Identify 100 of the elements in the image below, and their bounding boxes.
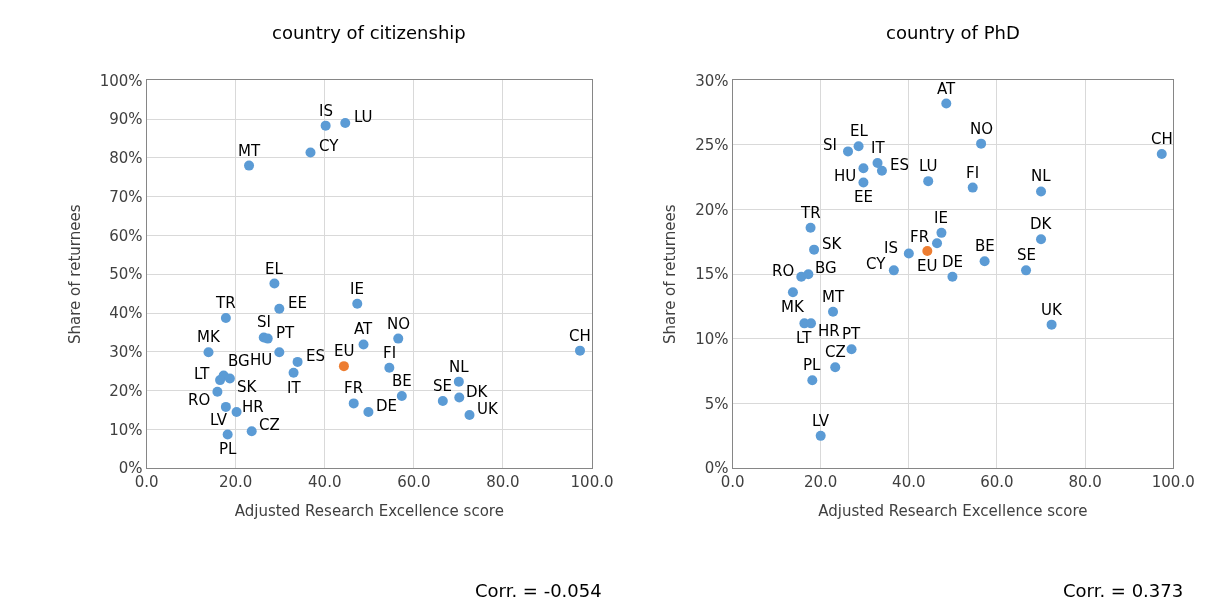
annotation: CH [1151,130,1173,148]
annotation: FR [910,228,930,246]
point [274,347,285,358]
point [338,361,349,372]
point [384,362,395,373]
point [224,373,235,384]
annotation: RO [772,262,795,280]
annotation: MT [822,288,845,306]
annotation: PT [276,324,296,342]
x-tick-label: 80.0 [1068,473,1102,492]
x-tick-label: 20.0 [218,473,253,492]
point [830,362,841,373]
annotation: CY [866,255,887,273]
point [923,176,934,187]
y-tick-label: 25% [695,136,729,155]
annotation: IT [287,379,302,397]
point [979,256,990,267]
annotation: HR [818,322,840,340]
annotation: IS [884,239,898,257]
annotation: DK [466,383,489,401]
point [888,265,899,276]
annotation: EU [917,257,938,275]
annotation: SI [257,313,271,331]
x-axis-title: Adjusted Research Excellence score [234,502,504,521]
annotation: CY [319,137,340,155]
annotation: AT [937,80,957,98]
point [903,248,914,259]
annotation: HR [242,398,264,416]
point [352,298,363,309]
annotation: TR [215,294,236,312]
annotation: SI [823,136,837,154]
point [358,339,369,350]
annotation: TR [800,204,821,222]
point [936,227,947,238]
point [363,406,374,417]
annotation: LT [796,329,813,347]
point [876,165,887,176]
annotation: PL [219,440,238,458]
point [269,278,280,289]
point [288,367,299,378]
annotation: SK [822,235,843,253]
point [393,333,404,344]
y-tick-label: 60% [109,226,143,245]
annotation: EL [850,122,869,140]
point [320,120,331,131]
point [941,98,952,109]
annotation: FI [966,164,980,182]
annotation: HU [834,167,857,185]
annotation: ES [890,156,909,174]
y-tick-label: 80% [109,149,143,168]
text: Corr. = -0.054 [475,580,602,601]
point [231,406,242,417]
annotation: IS [319,102,333,120]
annotation: BE [975,237,995,255]
point [215,375,226,386]
point [203,347,214,358]
y-tick-label: 50% [109,265,143,284]
point [805,222,816,233]
point [1036,234,1047,245]
y-tick-label: 10% [695,330,729,349]
point [922,245,933,256]
y-tick-label: 20% [695,200,729,219]
point [212,386,223,397]
annotation: CZ [825,343,846,361]
annotation: EE [854,188,873,206]
annotation: EU [334,342,355,360]
point [454,392,465,403]
x-tick-label: 100.0 [570,473,614,492]
point [220,313,231,324]
point [806,318,816,329]
annotation: UK [1041,301,1063,319]
point [305,147,316,158]
point [815,430,826,441]
y-tick-label: 30% [109,343,143,362]
annotation: NL [449,358,470,376]
annotation: MT [238,142,261,160]
y-axis-title: Share of returnees [661,204,680,344]
chart-title: country of citizenship [272,22,466,43]
y-tick-label: 100% [99,71,143,90]
annotation: BG [815,259,837,277]
annotation: IE [934,209,948,227]
point [803,269,814,280]
annotation: LT [194,365,211,383]
x-tick-label: 100.0 [1151,473,1195,492]
annotation: RO [188,391,211,409]
annotation: PL [803,356,822,374]
annotation: CH [569,327,591,345]
annotation: NL [1031,167,1052,185]
point [967,182,978,193]
annotation: EE [288,294,307,312]
annotation: MK [781,298,805,316]
annotation: EL [265,260,284,278]
point [872,158,883,169]
x-tick-label: 40.0 [892,473,926,492]
x-axis-title: Adjusted Research Excellence score [818,502,1088,521]
x-tick-label: 60.0 [397,473,431,492]
point [947,271,958,282]
point [246,426,257,437]
annotation: CZ [259,416,280,434]
annotation: AT [354,320,374,338]
